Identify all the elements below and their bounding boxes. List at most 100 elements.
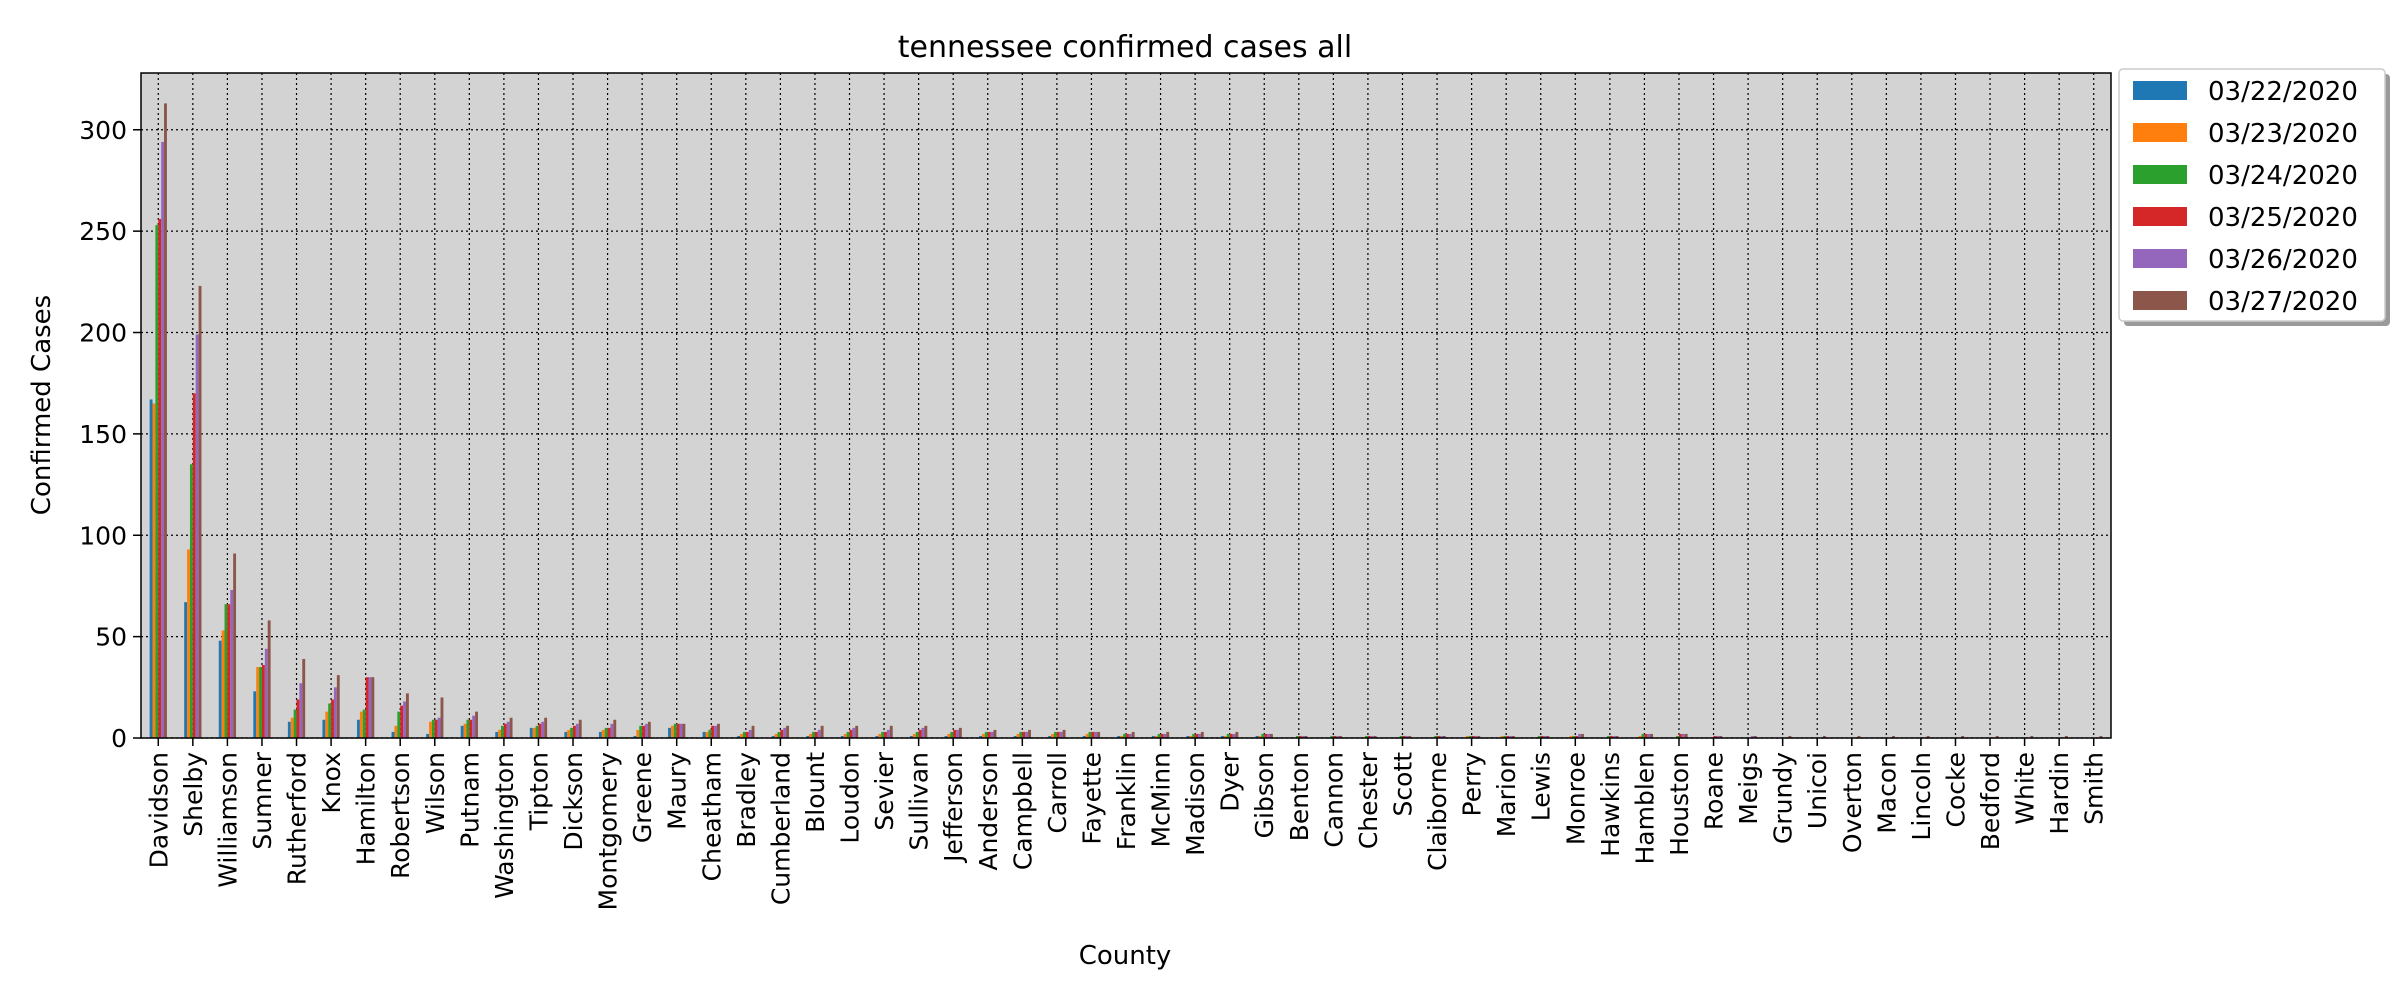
bar <box>466 719 470 738</box>
bar <box>302 658 306 738</box>
bar <box>990 731 994 738</box>
x-tick-label: Monroe <box>1561 752 1590 845</box>
bar <box>1681 733 1685 738</box>
x-tick-label: Gibson <box>1250 752 1279 838</box>
bar <box>1195 733 1199 738</box>
bar <box>820 725 824 738</box>
bar <box>843 733 847 738</box>
bar <box>1477 735 1481 738</box>
bar <box>2030 735 2034 738</box>
bar <box>1056 731 1060 738</box>
bar <box>1892 735 1895 738</box>
bar <box>405 693 409 738</box>
bar <box>503 723 507 738</box>
bar <box>1186 735 1190 738</box>
bar <box>475 711 478 738</box>
bar <box>564 731 568 738</box>
bar <box>1261 733 1265 738</box>
y-tick-label: 250 <box>79 217 127 246</box>
bar <box>1330 735 1334 738</box>
bar <box>1644 733 1648 738</box>
bar <box>1013 735 1017 738</box>
legend-swatch <box>2133 165 2187 184</box>
x-tick-label: Hardin <box>2045 752 2074 835</box>
bar <box>331 699 334 738</box>
legend-label: 03/24/2020 <box>2208 161 2358 191</box>
bar <box>711 725 715 738</box>
x-tick-label: Marion <box>1492 752 1521 837</box>
bar <box>359 711 363 738</box>
bar <box>783 727 787 738</box>
bar <box>2064 735 2068 738</box>
bar <box>538 723 542 738</box>
bar <box>915 731 919 738</box>
bar <box>909 735 913 738</box>
legend-swatch <box>2133 123 2187 142</box>
bar <box>1025 731 1029 738</box>
legend-swatch <box>2133 249 2187 268</box>
x-tick-label: Jefferson <box>939 752 968 864</box>
x-tick-label: Fayette <box>1077 752 1106 845</box>
bar <box>290 717 294 738</box>
bar <box>708 729 712 738</box>
bar <box>1961 735 1965 738</box>
bar <box>1474 735 1478 738</box>
bar <box>1471 735 1475 738</box>
bar <box>981 733 985 738</box>
bar <box>840 735 844 738</box>
x-tick-label: Montgomery <box>594 752 623 911</box>
bar <box>1336 735 1340 738</box>
bar <box>460 725 464 738</box>
x-tick-label: Sevier <box>870 751 899 830</box>
bar <box>1365 735 1368 738</box>
bar <box>325 711 329 738</box>
x-tick-label: Unicoi <box>1803 752 1832 829</box>
bar <box>745 731 749 738</box>
bar <box>1016 733 1020 738</box>
x-tick-label: Houston <box>1665 752 1694 856</box>
x-tick-label: White <box>2011 752 2040 825</box>
bar <box>328 703 332 738</box>
bar <box>774 733 778 738</box>
bar <box>846 731 850 738</box>
bar <box>984 731 988 738</box>
bar <box>1221 735 1224 738</box>
bar <box>1578 733 1582 738</box>
bar <box>884 731 887 738</box>
bar <box>1198 733 1201 738</box>
bar <box>1126 733 1129 738</box>
legend-label: 03/25/2020 <box>2208 203 2358 233</box>
bar <box>1200 731 1204 738</box>
bar <box>322 719 326 738</box>
x-tick-label: Cocke <box>1941 752 1970 827</box>
bar <box>357 719 360 738</box>
bar <box>1609 735 1613 738</box>
x-tick-label: Washington <box>490 752 519 899</box>
bar <box>1367 735 1371 738</box>
bar <box>224 604 228 738</box>
bar <box>1612 735 1616 738</box>
bar <box>256 667 260 738</box>
x-tick-label: Greene <box>628 752 657 843</box>
x-tick-label: Claiborne <box>1423 752 1452 871</box>
bar <box>1606 735 1610 738</box>
bar <box>682 723 686 738</box>
bar <box>1298 735 1302 738</box>
bar <box>152 403 156 738</box>
bar <box>1713 735 1717 738</box>
bar <box>645 723 648 738</box>
bar <box>604 727 608 738</box>
bar <box>601 729 605 738</box>
bar <box>881 731 885 738</box>
bar <box>371 677 375 738</box>
bar <box>575 723 579 738</box>
bar <box>771 735 775 738</box>
y-axis-label: Confirmed Cases <box>27 295 57 515</box>
legend-label: 03/22/2020 <box>2208 77 2358 107</box>
bar <box>1546 735 1550 738</box>
bar <box>1226 733 1230 738</box>
y-tick-label: 300 <box>79 116 127 145</box>
bar <box>1301 735 1305 738</box>
bar <box>1857 735 1861 738</box>
